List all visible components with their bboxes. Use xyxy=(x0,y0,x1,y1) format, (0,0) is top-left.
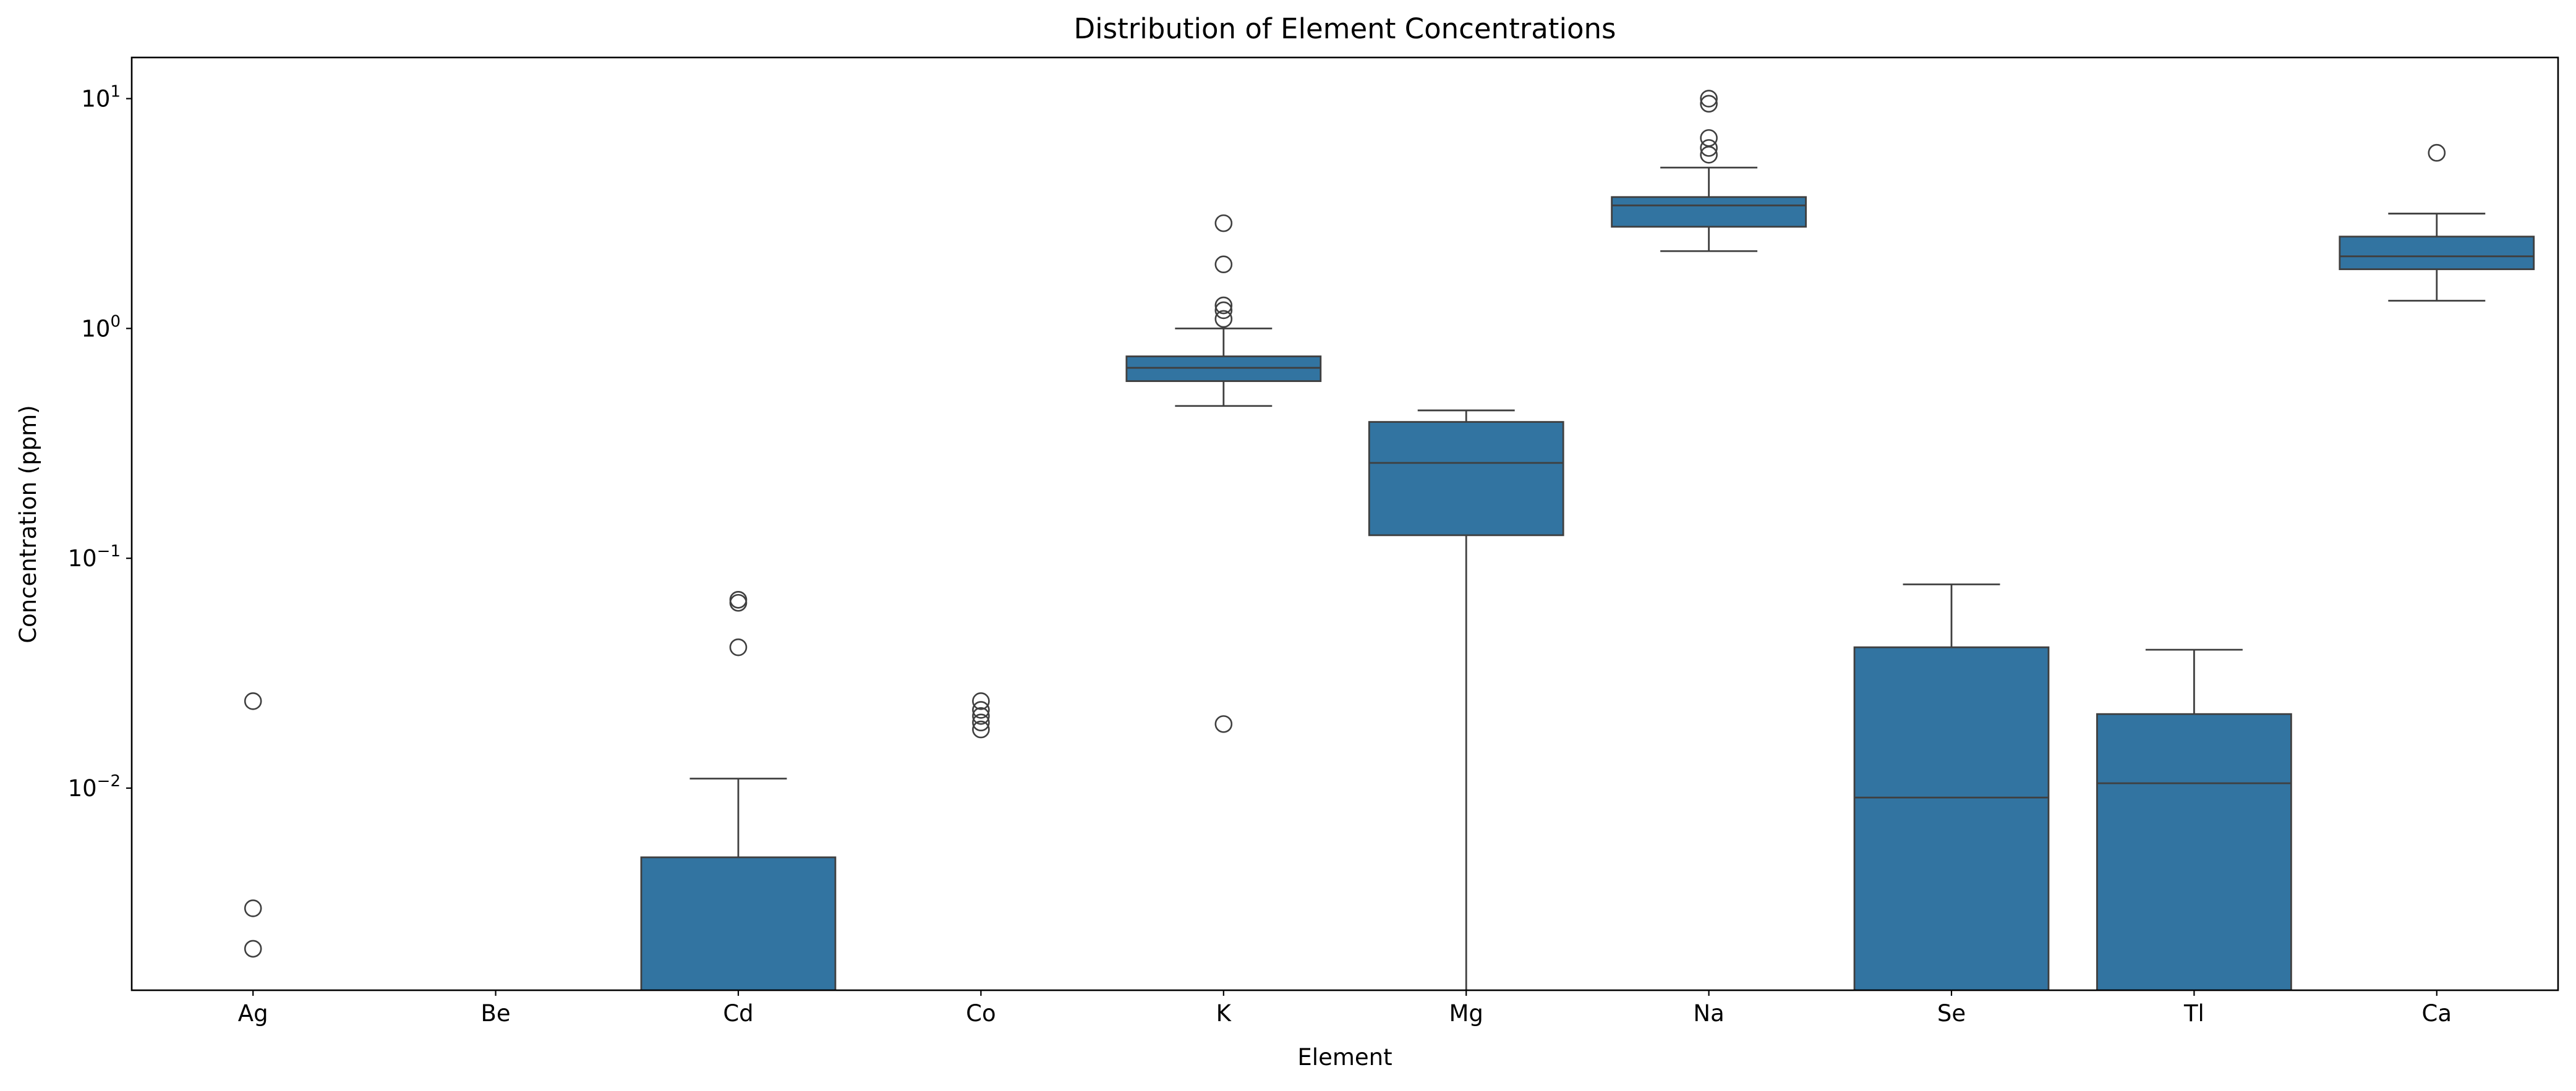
box xyxy=(1368,421,1564,537)
outlier xyxy=(244,692,262,710)
box xyxy=(2339,236,2535,270)
box xyxy=(640,856,837,990)
outlier xyxy=(1700,90,1718,108)
outlier xyxy=(2428,143,2446,162)
outlier xyxy=(1214,715,1233,733)
x-tick-label: Cd xyxy=(723,1000,753,1027)
x-tick-label: Mg xyxy=(1449,1000,1483,1027)
outlier xyxy=(972,713,990,732)
y-axis-label: Concentration (ppm) xyxy=(15,405,41,643)
outlier xyxy=(729,638,748,656)
y-tick-label: 10−1 xyxy=(68,542,121,572)
outlier xyxy=(972,692,990,710)
outlier xyxy=(1700,146,1718,164)
outlier xyxy=(1700,95,1718,113)
outlier xyxy=(1700,139,1718,157)
y-tick-label: 10−2 xyxy=(68,772,121,802)
outlier xyxy=(1214,310,1233,328)
x-tick-label: Co xyxy=(966,1000,996,1027)
outlier xyxy=(1214,214,1233,232)
axes-frame xyxy=(130,56,2559,991)
x-tick-label: Ag xyxy=(238,1000,268,1027)
box xyxy=(2096,713,2292,990)
outlier xyxy=(972,701,990,719)
y-tick-label: 100 xyxy=(81,312,121,342)
outlier xyxy=(1700,129,1718,147)
outlier xyxy=(244,899,262,917)
x-tick-label: K xyxy=(1216,1000,1232,1027)
x-axis-label: Element xyxy=(1297,1044,1392,1071)
y-tick-label: 101 xyxy=(81,83,121,112)
x-tick-label: Tl xyxy=(2183,1000,2204,1027)
x-tick-label: Se xyxy=(1937,1000,1966,1027)
outlier xyxy=(244,940,262,958)
outlier xyxy=(972,707,990,725)
x-tick-label: Ca xyxy=(2422,1000,2452,1027)
outlier xyxy=(972,720,990,739)
x-tick-label: Na xyxy=(1693,1000,1724,1027)
box xyxy=(1853,646,2050,990)
outlier xyxy=(1214,296,1233,315)
outlier xyxy=(729,593,748,612)
outlier xyxy=(1214,301,1233,320)
outlier xyxy=(1214,255,1233,274)
box xyxy=(1125,355,1322,382)
box xyxy=(1611,196,1807,228)
plot-area xyxy=(244,90,2535,990)
chart-title: Distribution of Element Concentrations xyxy=(1074,12,1616,45)
x-tick-label: Be xyxy=(481,1000,511,1027)
